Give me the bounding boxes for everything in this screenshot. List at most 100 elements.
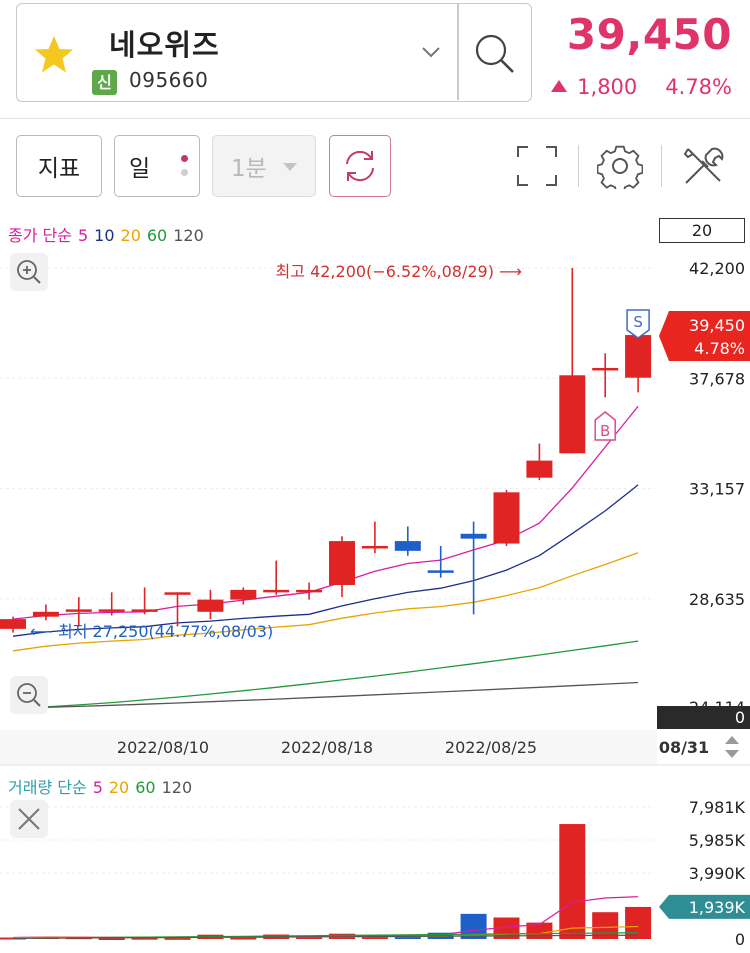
box-divider <box>457 4 459 100</box>
current-volume-value: 1,939K <box>689 898 746 917</box>
toolbar-divider <box>661 145 662 187</box>
stock-name: 네오위즈 <box>109 28 220 62</box>
candle-body <box>263 589 290 593</box>
ma-10-line <box>12 484 639 637</box>
candle-body <box>526 460 553 478</box>
candle-body <box>592 367 619 371</box>
zoom-out-icon[interactable] <box>10 676 48 714</box>
candle-body <box>230 589 257 600</box>
legend-ma-120: 120 <box>173 226 204 245</box>
vol-legend-ma-20: 20 <box>108 778 130 797</box>
volume-bar <box>559 824 586 939</box>
chevron-down-icon[interactable] <box>419 40 443 64</box>
close-icon[interactable] <box>10 800 48 838</box>
low-annotation: ⟵ 최저 27,250(44.77%,08/03) <box>30 622 273 641</box>
change-amount: 1,800 <box>577 75 638 99</box>
minute-button[interactable]: 1분 <box>212 135 316 197</box>
volume-bar <box>625 906 652 939</box>
caret-down-icon <box>283 163 297 171</box>
volume-bar <box>394 935 421 939</box>
period-button[interactable]: 일 <box>114 135 200 197</box>
ma-60-line <box>12 640 639 709</box>
sell-marker-label: S <box>633 313 643 331</box>
refresh-icon <box>346 150 374 182</box>
vol-legend-ma-60: 60 <box>135 778 156 797</box>
current-price-tag-pct: 4.78% <box>694 339 745 358</box>
candle-body <box>32 611 59 617</box>
header-divider <box>0 118 750 119</box>
period-count-box[interactable]: 20 <box>659 218 745 243</box>
price-axis-label: 33,157 <box>689 480 745 499</box>
price-chart[interactable]: 최고 42,200(−6.52%,08/29) ⟶ ⟵ 최저 27,250(44.… <box>0 212 750 953</box>
change-percent: 4.78% <box>665 75 732 99</box>
volume-bar <box>526 922 553 939</box>
price-axis-label: 28,635 <box>689 590 745 609</box>
candle-body <box>197 599 224 612</box>
current-price-tag-value: 39,450 <box>689 316 745 335</box>
gear-icon[interactable] <box>597 143 643 189</box>
price-zero-label: 0 <box>735 708 745 727</box>
price-axis-label: 42,200 <box>689 259 745 278</box>
candle-body <box>460 533 487 539</box>
ma-5-line <box>12 405 639 620</box>
star-favorite-icon[interactable] <box>33 34 75 76</box>
volume-bar <box>98 938 125 941</box>
legend-ma-60: 60 <box>146 226 168 245</box>
volume-axis-label: 7,981K <box>689 798 746 817</box>
candle-body <box>164 592 191 595</box>
legend-ma-20: 20 <box>120 226 141 245</box>
minute-label: 1분 <box>231 156 267 182</box>
date-axis-label: 2022/08/10 <box>117 738 209 757</box>
ma-20-line <box>12 552 639 652</box>
date-axis-label: 08/31 <box>659 738 709 757</box>
legend-ma-5: 5 <box>77 226 89 245</box>
candle-body <box>394 541 421 551</box>
price-change: 1,800 4.78% <box>551 75 732 99</box>
candle-body <box>65 609 92 612</box>
high-annotation: 최고 42,200(−6.52%,08/29) ⟶ <box>276 262 523 281</box>
buy-marker-icon <box>594 411 616 441</box>
volume-legend: 거래량 단순 5 20 60 120 <box>8 774 198 798</box>
candle-body <box>329 541 355 585</box>
more-dots-icon <box>181 155 188 183</box>
price-axis-label: 37,678 <box>689 369 745 388</box>
volume-bar <box>164 937 191 940</box>
date-axis-label: 2022/08/25 <box>445 738 537 757</box>
candle-body <box>625 335 652 378</box>
tools-icon[interactable] <box>680 143 726 189</box>
candle-body <box>559 375 586 454</box>
refresh-button[interactable] <box>329 135 391 197</box>
current-price-tag <box>659 311 750 361</box>
current-price: 39,450 <box>566 10 732 59</box>
candle-body <box>296 589 323 593</box>
candle-body <box>0 619 26 629</box>
candle-body <box>98 609 125 612</box>
volume-legend-title: 거래량 단순 <box>8 778 87 797</box>
zoom-in-icon[interactable] <box>10 253 48 291</box>
zero-label-bg <box>657 706 750 729</box>
stock-code: 095660 <box>129 68 209 92</box>
stock-selector[interactable]: 네오위즈 신 095660 <box>16 3 532 102</box>
toolbar-divider <box>578 145 579 187</box>
sell-marker-icon <box>626 309 650 339</box>
fullscreen-icon[interactable] <box>514 143 560 189</box>
axis-scroll-icon[interactable] <box>722 734 742 760</box>
date-axis-band <box>0 730 750 764</box>
volume-bar <box>592 912 619 939</box>
volume-axis-label: 5,985K <box>689 831 746 850</box>
indicator-button[interactable]: 지표 <box>16 135 102 197</box>
buy-marker-label: B <box>600 422 610 440</box>
period-label: 일 <box>129 156 151 182</box>
up-triangle-icon <box>551 80 568 92</box>
price-legend: 종가 단순 5 10 20 60 120 <box>8 222 210 246</box>
legend-ma-10: 10 <box>94 226 115 245</box>
volume-bar <box>0 937 26 940</box>
vol-legend-ma-5: 5 <box>92 778 103 797</box>
date-axis-label: 2022/08/18 <box>281 738 373 757</box>
candle-body <box>361 545 388 549</box>
search-icon[interactable] <box>469 28 521 80</box>
volume-bar <box>361 935 388 939</box>
volume-bar <box>296 936 323 939</box>
vol-legend-ma-120: 120 <box>161 778 193 797</box>
market-badge: 신 <box>92 70 117 95</box>
